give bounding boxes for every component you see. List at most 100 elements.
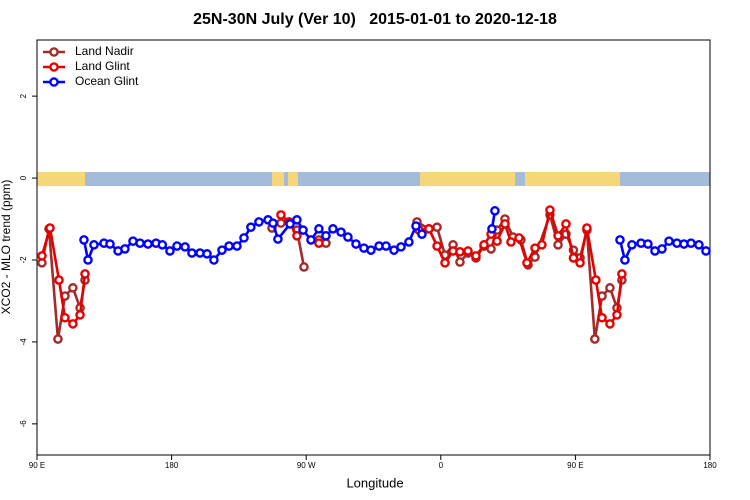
data-point (404, 237, 414, 247)
data-point (83, 255, 93, 265)
data-point (321, 231, 331, 241)
data-point (553, 231, 563, 241)
data-point (157, 240, 168, 250)
x-tick-label: 90 W (297, 461, 316, 470)
data-point (471, 251, 481, 261)
legend-label: Land Glint (75, 59, 130, 73)
data-point (522, 258, 532, 268)
y-axis-label: XCO2 - MLO trend (ppm) (0, 180, 13, 315)
data-point (664, 236, 674, 246)
data-point (314, 224, 324, 234)
data-point (75, 310, 85, 320)
data-point (292, 231, 302, 241)
data-point (89, 240, 99, 250)
data-point (686, 238, 696, 248)
data-point (120, 244, 130, 254)
data-point (455, 247, 465, 257)
data-point (79, 235, 89, 245)
data-point (417, 229, 427, 239)
data-point (490, 206, 500, 216)
x-tick-label: 90 E (567, 461, 583, 470)
y-tick-label: 2 (19, 93, 28, 98)
data-point (239, 233, 249, 243)
data-point (105, 239, 115, 249)
series (37, 205, 627, 329)
data-point (336, 227, 346, 237)
data-point (298, 225, 308, 235)
data-point (202, 249, 212, 259)
data-point (351, 239, 361, 249)
data-point (343, 232, 353, 242)
land-band (420, 172, 515, 186)
data-point (411, 221, 421, 231)
data-point (463, 246, 473, 256)
y-tick-label: -6 (19, 420, 28, 428)
data-point (612, 310, 622, 320)
data-point (605, 319, 615, 329)
data-point (582, 223, 592, 233)
series (79, 206, 711, 265)
data-point (627, 240, 637, 250)
data-point (506, 237, 516, 247)
data-point (135, 238, 145, 248)
data-point (209, 255, 219, 265)
data-point (68, 319, 78, 329)
data-point (492, 236, 502, 246)
data-point (568, 253, 579, 263)
chart-title: 25N-30N July (Ver 10) 2015-01-01 to 2020… (193, 11, 557, 28)
data-point (590, 334, 600, 344)
data-point (479, 240, 489, 250)
data-point (292, 215, 302, 225)
data-point (53, 334, 63, 344)
data-point (605, 283, 615, 293)
data-point (68, 283, 78, 293)
data-point (396, 242, 406, 252)
data-point (328, 224, 338, 234)
data-point (366, 245, 376, 255)
data-point (37, 251, 47, 261)
data-point (432, 222, 442, 233)
land-band (37, 172, 85, 186)
data-point (45, 223, 55, 233)
legend-label: Land Nadir (75, 44, 134, 58)
data-point (172, 241, 182, 251)
data-point (180, 242, 190, 252)
data-point (424, 224, 434, 234)
data-point (299, 262, 309, 272)
data-point (381, 241, 391, 251)
x-tick-label: 180 (703, 461, 717, 470)
data-point (432, 241, 442, 251)
data-point (545, 205, 555, 215)
data-point (143, 239, 153, 249)
x-axis-label: Longitude (346, 475, 403, 490)
data-point (561, 219, 571, 229)
x-tick-label: 180 (165, 461, 179, 470)
legend-marker (49, 47, 59, 57)
data-point (537, 240, 547, 250)
data-point (276, 218, 286, 228)
plot-frame (36, 39, 711, 456)
y-tick-label: -2 (19, 256, 28, 264)
data-point (268, 218, 278, 228)
land-ocean-strip (37, 172, 710, 186)
land-band (272, 172, 284, 186)
land-band (525, 172, 620, 186)
land-band (288, 172, 298, 186)
data-point (54, 275, 64, 285)
legend-marker (49, 77, 59, 87)
data-point (165, 246, 175, 256)
y-tick-label: -4 (19, 338, 28, 346)
data-point (617, 269, 627, 279)
data-point (620, 255, 630, 265)
data-point (224, 241, 234, 251)
data-point (276, 210, 286, 220)
data-point (500, 219, 510, 229)
data-point (455, 257, 465, 267)
data-point (575, 258, 585, 268)
data-point (232, 241, 242, 251)
legend-marker (49, 62, 59, 72)
data-point (314, 238, 324, 248)
data-point (643, 239, 653, 249)
